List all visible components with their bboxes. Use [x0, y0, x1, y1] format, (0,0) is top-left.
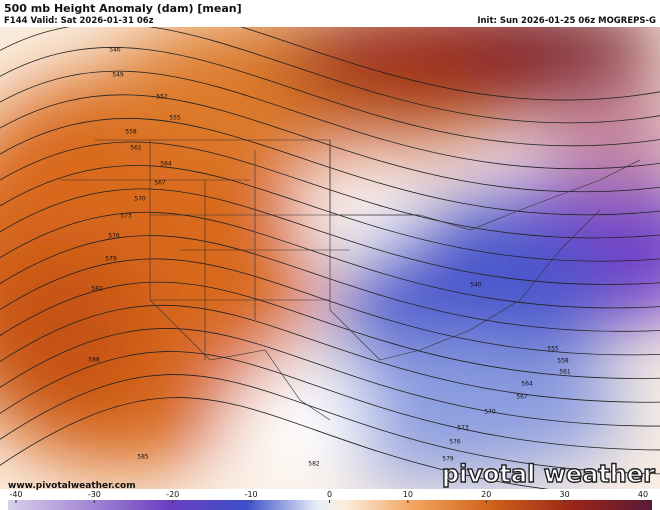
colorbar-tick-label: -30	[88, 490, 101, 499]
contour-line	[240, 27, 660, 101]
contour-label: 561	[130, 145, 142, 152]
colorbar-ticks: -40 -30 -20 -10 0 10 20 30 40	[9, 490, 648, 503]
contour-line	[0, 27, 660, 124]
init-time: Init: Sun 2026-01-25 06z MOGREPS-G	[477, 16, 656, 26]
colorbar-tick-label: 10	[403, 490, 413, 499]
contour-label: 576	[449, 439, 461, 446]
colorbar-tick-label: 0	[327, 490, 332, 499]
contour-line	[0, 141, 660, 239]
valid-time: F144 Valid: Sat 2026-01-31 06z	[4, 16, 154, 26]
height-contours	[0, 27, 660, 489]
contour-line	[0, 94, 660, 193]
contour-label: 546	[109, 47, 121, 54]
contour-label: 555	[547, 346, 559, 353]
contour-line	[0, 305, 660, 403]
contour-label: 564	[160, 161, 172, 168]
contour-labels: 546 549 552 555 558 561 564 567 570 573 576 579 582 5…	[88, 47, 571, 468]
contour-label: 579	[442, 456, 454, 463]
contour-label: 564	[521, 381, 533, 388]
contour-label: 567	[154, 180, 166, 187]
contour-label: 570	[484, 409, 496, 416]
contour-label: 576	[108, 233, 120, 240]
contour-label: 582	[308, 461, 320, 468]
contour-line	[0, 397, 550, 489]
colorbar-tick-label: 30	[560, 490, 570, 499]
contour-label: 558	[125, 129, 137, 136]
contour-label: 555	[169, 115, 181, 122]
colorbar-tick-label: -10	[245, 490, 258, 499]
borders	[60, 139, 641, 421]
contour-line	[0, 188, 660, 285]
colorbar	[8, 500, 652, 510]
colorbar-tick-label: 20	[481, 490, 491, 499]
colorbar-tick-label: -40	[9, 490, 22, 499]
contour-label: 573	[120, 213, 132, 220]
contour-line	[0, 258, 660, 356]
contour-label: 573	[457, 425, 469, 432]
contour-label: 561	[559, 369, 571, 376]
contour-label: 570	[134, 196, 146, 203]
contour-label: 558	[557, 358, 569, 365]
contour-label: 579	[105, 256, 117, 263]
map: 546 549 552 555 558 561 564 567 570 573 576 579 582 5…	[0, 27, 660, 489]
contour-label: 588	[88, 357, 100, 364]
watermark: pivotal weather	[442, 460, 655, 488]
contour-line	[0, 374, 660, 475]
contour-line	[0, 328, 660, 427]
title: 500 mb Height Anomaly (dam) [mean]	[4, 2, 242, 15]
contour-line	[0, 235, 660, 332]
contour-label: 540	[470, 282, 482, 289]
colorbar-tick-label: 40	[638, 490, 648, 499]
contour-line	[0, 70, 660, 170]
contour-label: 567	[516, 394, 528, 401]
contour-line	[0, 211, 660, 309]
contour-label: 582	[91, 286, 103, 293]
contour-line	[0, 165, 660, 262]
colorbar-tick-label: -20	[166, 490, 179, 499]
contour-line	[0, 118, 660, 216]
contour-line	[0, 351, 660, 451]
contour-line	[0, 281, 660, 379]
contour-label: 585	[137, 454, 149, 461]
contour-line	[0, 47, 660, 147]
contour-label: 552	[156, 94, 168, 101]
contour-label: 549	[112, 72, 124, 79]
website: www.pivotalweather.com	[8, 481, 136, 491]
